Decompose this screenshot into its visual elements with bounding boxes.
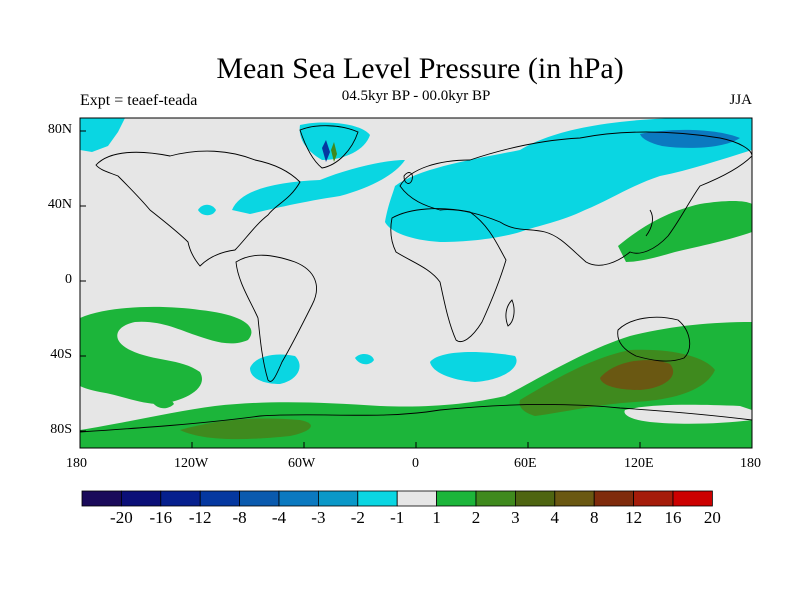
colorbar-label: 4 bbox=[550, 508, 560, 527]
anomaly-green-southern-ocean bbox=[80, 322, 752, 448]
colorbar-swatch bbox=[436, 490, 477, 507]
colorbar-swatch bbox=[199, 490, 240, 507]
colorbar-swatch bbox=[278, 490, 319, 507]
colorbar-label: 2 bbox=[471, 508, 481, 527]
anomaly-cyan-spot bbox=[355, 354, 374, 365]
anomaly-green-nw-pacific bbox=[618, 201, 752, 262]
colorbar-label: -2 bbox=[350, 508, 365, 527]
coast-australia bbox=[617, 316, 691, 362]
colorbar-label: -4 bbox=[271, 508, 287, 527]
xtick-label: 60W bbox=[288, 456, 316, 471]
ytick-label: 80N bbox=[47, 122, 72, 137]
anomaly-cyan-eurasia bbox=[385, 118, 752, 242]
coast-north-america bbox=[95, 150, 301, 267]
experiment-label: Expt = teaef-teada bbox=[80, 92, 198, 109]
ytick-label: 80S bbox=[50, 422, 72, 437]
ytick-label: 40N bbox=[47, 197, 72, 212]
map-field bbox=[80, 118, 752, 448]
coast-britain bbox=[403, 172, 413, 184]
anomaly-cyan-s-atlantic bbox=[430, 352, 517, 382]
anomaly-blue-spot bbox=[322, 140, 330, 162]
colorbar-label: -3 bbox=[311, 508, 326, 527]
colorbar-swatch bbox=[475, 490, 516, 507]
colorbar-swatch bbox=[317, 490, 359, 507]
anomaly-cyan-atlantic bbox=[232, 160, 405, 214]
anomaly-cyan-s-america bbox=[250, 354, 300, 384]
axis-ticks bbox=[79, 130, 753, 448]
colorbar-swatch bbox=[160, 490, 201, 507]
colorbar-label: 3 bbox=[511, 508, 520, 527]
colorbar-label: 1 bbox=[432, 508, 441, 527]
anomaly-darkgreen-band bbox=[180, 418, 311, 440]
xtick-label: 180 bbox=[66, 456, 87, 471]
xtick-label: 120E bbox=[624, 456, 654, 471]
colorbar-swatch bbox=[554, 490, 595, 507]
anomaly-olive-core bbox=[600, 360, 674, 390]
colorbar-swatch bbox=[593, 490, 635, 507]
colorbar-label: 12 bbox=[625, 508, 643, 527]
colorbar-swatch bbox=[81, 490, 122, 507]
colorbar-label: -1 bbox=[390, 508, 405, 527]
xtick-label: 180 bbox=[740, 456, 761, 471]
colorbar-swatch bbox=[396, 490, 438, 507]
colorbar-swatch bbox=[239, 490, 280, 507]
colorbar-label: -8 bbox=[232, 508, 247, 527]
colorbar-swatch bbox=[357, 490, 398, 507]
anomaly-green-small bbox=[152, 397, 174, 409]
anomaly-grey-patch bbox=[624, 404, 752, 424]
coast-antarctica bbox=[80, 403, 752, 433]
colorbar-label: 20 bbox=[703, 508, 721, 527]
ytick-label: 0 bbox=[65, 272, 72, 287]
colorbar-swatch bbox=[121, 490, 162, 507]
anomaly-green-spot bbox=[331, 142, 337, 162]
colorbar-label: 16 bbox=[664, 508, 682, 527]
anomaly-cyan-greenland bbox=[299, 122, 370, 160]
colorbar-swatch bbox=[515, 490, 556, 507]
colorbar-swatch bbox=[672, 490, 713, 507]
ytick-label: 40S bbox=[50, 347, 72, 362]
coast-madagascar bbox=[505, 299, 515, 327]
anomaly-blue-siberia bbox=[640, 129, 740, 148]
xtick-label: 0 bbox=[412, 456, 419, 471]
colorbar bbox=[81, 490, 713, 507]
season-label: JJA bbox=[729, 92, 752, 108]
xtick-label: 60E bbox=[514, 456, 537, 471]
anomaly-cyan-arctic-pacific bbox=[80, 118, 125, 152]
anomaly-green-south-pacific bbox=[80, 306, 252, 404]
coast-greenland bbox=[299, 125, 359, 169]
coast-japan bbox=[645, 209, 653, 237]
colorbar-swatch bbox=[633, 490, 674, 507]
coastlines bbox=[80, 125, 752, 433]
colorbar-label: -12 bbox=[188, 508, 212, 527]
coast-south-america bbox=[235, 254, 317, 382]
colorbar-label: 8 bbox=[589, 508, 599, 527]
plot-subtitle: 04.5kyr BP - 00.0kyr BP bbox=[341, 88, 491, 104]
plot-title: Mean Sea Level Pressure (in hPa) bbox=[216, 52, 624, 85]
anomaly-cyan-small bbox=[198, 204, 216, 216]
coast-eurasia bbox=[399, 131, 752, 266]
xtick-label: 120W bbox=[174, 456, 209, 471]
colorbar-label: -20 bbox=[110, 508, 133, 527]
colorbar-label: -16 bbox=[149, 508, 173, 527]
